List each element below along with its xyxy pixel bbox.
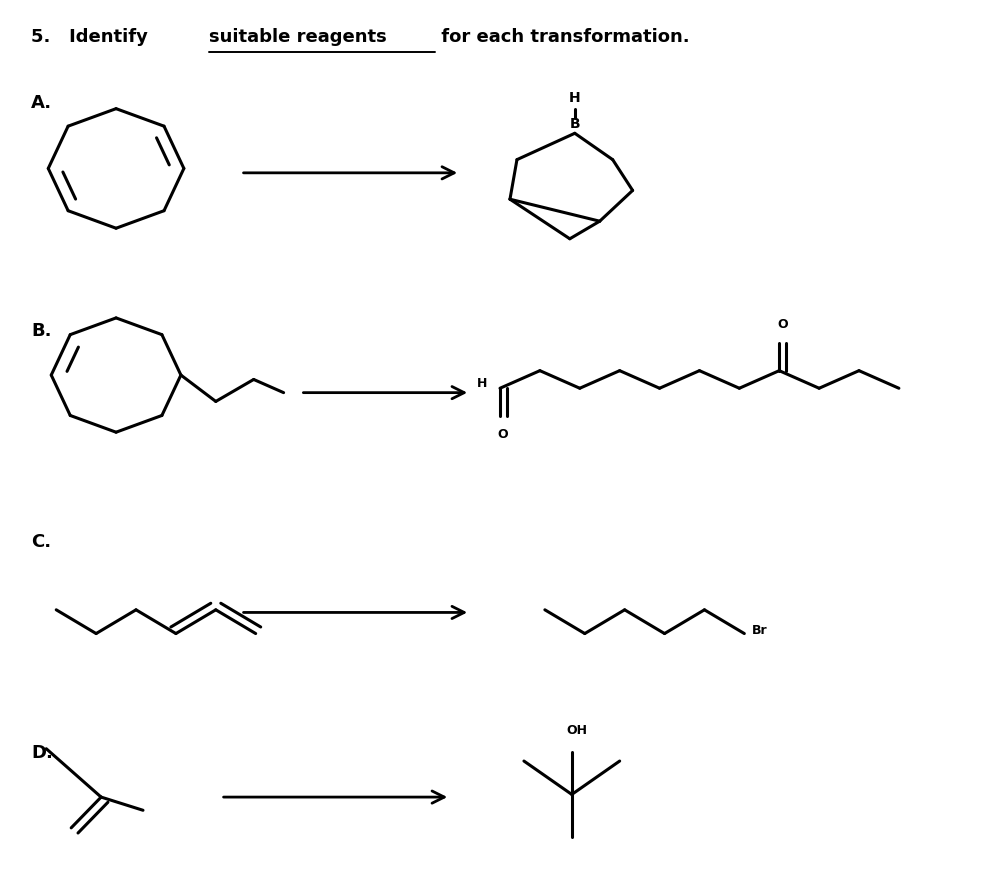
Text: O: O — [498, 428, 508, 441]
Text: suitable reagents: suitable reagents — [209, 27, 387, 46]
Text: for each transformation.: for each transformation. — [435, 27, 690, 46]
Text: 5.   Identify: 5. Identify — [31, 27, 154, 46]
Text: OH: OH — [566, 724, 587, 737]
Text: O: O — [777, 318, 788, 331]
Text: Br: Br — [752, 624, 768, 638]
Text: H: H — [569, 91, 581, 105]
Text: B: B — [569, 117, 580, 131]
Text: A.: A. — [31, 93, 52, 112]
Text: B.: B. — [31, 322, 52, 340]
Text: D.: D. — [31, 744, 53, 762]
Text: C.: C. — [31, 534, 51, 551]
Text: H: H — [477, 377, 487, 391]
